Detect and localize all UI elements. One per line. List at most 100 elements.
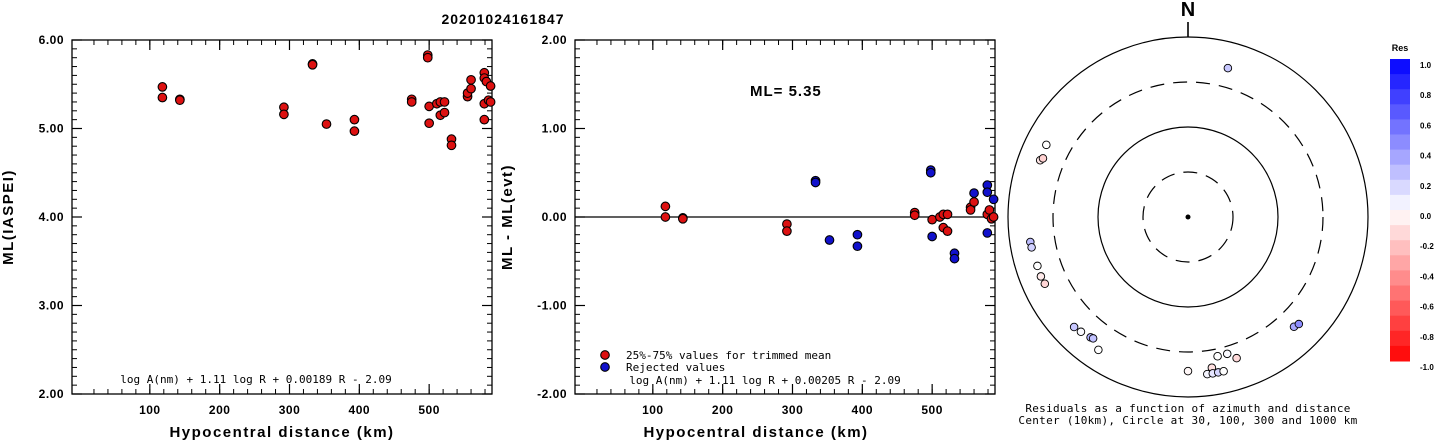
colorbar-cell: [1390, 89, 1410, 105]
station-marker: [1042, 140, 1051, 150]
data-point: [982, 228, 993, 238]
polar-caption-line1: Residuals as a function of azimuth and d…: [1025, 402, 1350, 415]
colorbar-cells: [1390, 59, 1410, 362]
data-point: [988, 212, 999, 222]
ml-value-label: ML= 5.35: [750, 83, 822, 100]
data-point: [439, 97, 450, 107]
circle-300km: [1052, 81, 1324, 353]
colorbar-tick-label: 0.4: [1420, 152, 1432, 161]
station-marker: [1213, 351, 1222, 361]
station-marker: [1088, 334, 1098, 343]
data-point: [422, 52, 433, 63]
data-point: [969, 188, 979, 198]
data-point: [660, 212, 671, 222]
colorbar-tick-label: -0.2: [1420, 242, 1434, 251]
y-tick-label: 2.00: [542, 33, 567, 47]
data-point: [988, 194, 999, 205]
data-point: [965, 205, 976, 215]
x-tick-label: 300: [279, 403, 301, 417]
colorbar-tick-label: -0.4: [1420, 272, 1434, 281]
data-point: [782, 226, 792, 237]
station-marker: [1232, 353, 1241, 363]
station-marker: [1027, 243, 1036, 252]
data-point: [927, 231, 938, 242]
y-tick-labels-2: 2.00 1.00 0.00 -1.00 -2.00: [537, 33, 567, 401]
data-point: [175, 95, 185, 106]
x-tick-label: 300: [782, 403, 804, 417]
station-marker: [1076, 327, 1086, 337]
colorbar-cell: [1390, 59, 1410, 75]
legend-marker: [600, 350, 610, 360]
legend-marker: [600, 362, 610, 372]
data-point: [321, 119, 332, 129]
data-point: [982, 187, 993, 198]
plot-frame-1: [71, 39, 493, 395]
colorbar-cell: [1390, 345, 1410, 362]
station-marker: [1094, 345, 1103, 355]
data-point: [466, 83, 476, 94]
circle-30km: [1142, 171, 1234, 263]
colorbar-cell: [1390, 104, 1410, 120]
colorbar-cell: [1390, 74, 1410, 90]
station-marker: [1038, 154, 1048, 163]
data-point: [479, 114, 490, 125]
x-tick-label: 100: [642, 403, 664, 417]
colorbar-cell: [1390, 119, 1410, 135]
data-point: [984, 205, 995, 215]
x-tick-label: 400: [852, 403, 874, 417]
data-points-1: [157, 50, 496, 151]
colorbar-cell: [1390, 164, 1410, 181]
data-point: [157, 92, 168, 103]
data-point: [810, 177, 821, 188]
colorbar-cell: [1390, 255, 1410, 271]
colorbar-tick-label: -0.8: [1420, 333, 1434, 342]
data-point: [349, 126, 360, 137]
colorbar-cell: [1390, 270, 1410, 286]
x-tick-label: 400: [349, 403, 371, 417]
station-marker: [1223, 63, 1233, 73]
data-point: [678, 213, 688, 224]
data-point: [969, 197, 979, 207]
legend-2: 25%-75% values for trimmed meanRejected …: [600, 349, 831, 374]
data-point: [485, 81, 496, 91]
colorbar-cell: [1390, 300, 1410, 317]
x-tick-labels-2: 100 200 300 400 500: [642, 403, 943, 417]
station-marker: [1033, 261, 1042, 271]
data-point: [466, 74, 476, 85]
formula-annotation-2: log A(nm) + 1.11 log R + 0.00205 R - 2.0…: [629, 374, 901, 387]
y-axis-label-1: ML(IASPEI): [0, 169, 17, 265]
data-point: [279, 109, 289, 120]
data-point: [942, 209, 953, 220]
colorbar-tick-label: 0.0: [1420, 212, 1432, 221]
x-tick-label: 100: [139, 403, 161, 417]
colorbar-cell: [1390, 194, 1410, 211]
data-point: [446, 140, 457, 151]
colorbar-tick-label: -0.6: [1420, 303, 1434, 312]
x-tick-label: 500: [418, 403, 440, 417]
axis-ticks-2: [575, 39, 995, 395]
y-tick-label: 4.00: [39, 210, 64, 224]
data-point: [485, 97, 496, 107]
data-point: [349, 114, 360, 125]
legend-label: 25%-75% values for trimmed mean: [626, 349, 831, 362]
y-tick-label: -1.00: [537, 299, 567, 313]
colorbar-labels: 1.0 0.8 0.6 0.4 0.2 0.0 -0.2 -0.4 -0.6 -0.8 -1.0: [1420, 61, 1434, 372]
y-tick-label: 2.00: [39, 387, 64, 401]
y-tick-label: -2.00: [537, 387, 567, 401]
y-tick-label: 1.00: [542, 122, 567, 136]
x-tick-labels-1: 100 200 300 400 500: [139, 403, 440, 417]
station-markers: [1026, 63, 1304, 379]
x-tick-label: 200: [209, 403, 231, 417]
station-marker: [1036, 272, 1046, 281]
polar-caption-line2: Center (10km), Circle at 30, 100, 300 an…: [1018, 414, 1357, 427]
panel-azimuth-residuals: N Residuals as a function of azimuth and…: [1007, 0, 1369, 427]
axis-ticks-1: [72, 39, 492, 395]
circle-100km: [1097, 126, 1279, 308]
data-point: [949, 253, 960, 264]
data-point: [925, 167, 936, 178]
colorbar-title: Res: [1392, 43, 1409, 53]
data-point: [307, 59, 318, 70]
colorbar-cell: [1390, 210, 1410, 226]
x-tick-label: 500: [921, 403, 943, 417]
epicenter-dot: [1185, 214, 1191, 220]
